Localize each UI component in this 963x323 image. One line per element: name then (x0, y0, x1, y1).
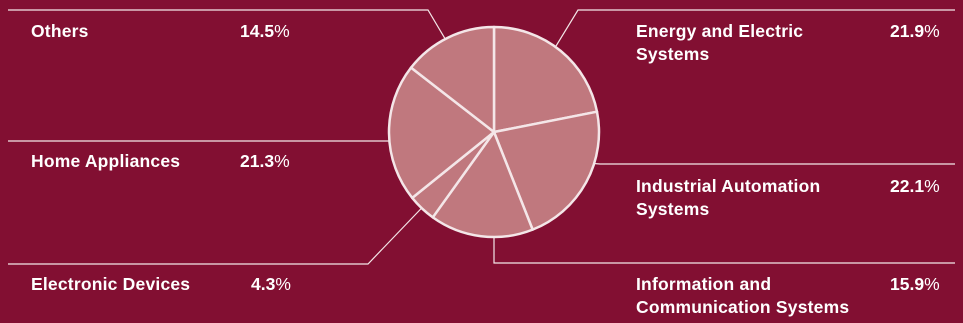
value-home-appliances: 21.3% (240, 150, 290, 173)
label-electronic-devices: Electronic Devices (31, 273, 190, 296)
value-information-number: 15.9 (890, 274, 925, 294)
value-electronic-devices: 4.3% (251, 273, 291, 296)
value-others-number: 14.5 (240, 21, 275, 41)
pie-slice-energy-electric-systems (492, 25, 599, 134)
label-others: Others (31, 20, 89, 43)
label-others-line-1: Others (31, 21, 89, 41)
pie-slice-information-communication-systems (431, 130, 534, 239)
value-others: 14.5% (240, 20, 290, 43)
value-energy-unit: % (924, 21, 940, 41)
label-home-line-1: Home Appliances (31, 151, 181, 171)
pie-slice-industrial-automation-systems (492, 110, 601, 231)
label-energy-line-2: Systems (636, 44, 710, 64)
leader-line-industrial-automation-systems (544, 159, 955, 165)
label-industrial-automation-systems: Industrial Automation Systems (636, 175, 820, 221)
label-home-appliances: Home Appliances (31, 150, 180, 173)
pie-slice-home-appliances (387, 66, 496, 200)
label-energy-line-1: Energy and Electric (636, 21, 804, 41)
value-electronic-unit: % (275, 274, 291, 294)
label-electronic-line-1: Electronic Devices (31, 274, 191, 294)
value-industrial-unit: % (924, 176, 940, 196)
value-electronic-number: 4.3 (251, 274, 276, 294)
value-information-unit: % (924, 274, 940, 294)
leader-line-electronic-devices (8, 173, 455, 265)
label-industrial-line-2: Systems (636, 199, 710, 219)
value-others-unit: % (274, 21, 290, 41)
pie-slice-others (409, 25, 496, 134)
value-energy-electric-systems: 21.9% (890, 20, 940, 43)
value-industrial-automation-systems: 22.1% (890, 175, 940, 198)
label-industrial-line-1: Industrial Automation (636, 176, 821, 196)
value-industrial-number: 22.1 (890, 176, 925, 196)
value-home-unit: % (274, 151, 290, 171)
label-information-communication-systems: Information and Communication Systems (636, 273, 849, 319)
value-energy-number: 21.9 (890, 21, 925, 41)
label-information-line-2: Communication Systems (636, 297, 850, 317)
value-information-communication-systems: 15.9% (890, 273, 940, 296)
label-information-line-1: Information and (636, 274, 772, 294)
value-home-number: 21.3 (240, 151, 275, 171)
label-energy-electric-systems: Energy and Electric Systems (636, 20, 803, 66)
